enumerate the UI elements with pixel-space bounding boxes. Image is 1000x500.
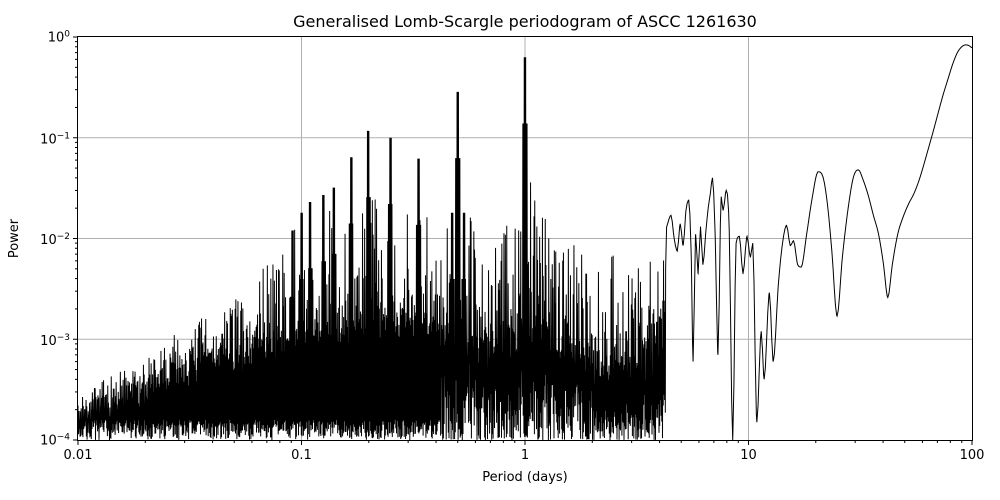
- y-axis-label: Power: [7, 218, 22, 258]
- x-tick-label: 0.01: [64, 448, 93, 463]
- x-tick-label: 100: [960, 448, 985, 463]
- x-tick-labels: 0.01 0.1 1 10 100: [64, 448, 985, 463]
- periodogram-curve: [77, 44, 973, 441]
- y-tick-labels: 100 10−1 10−2 10−3 10−4: [40, 30, 70, 449]
- y-tick-label: 10−2: [40, 232, 70, 248]
- x-tick-label: 0.1: [291, 448, 312, 463]
- axis-ticks: [73, 36, 973, 445]
- y-tick-label: 10−3: [40, 333, 70, 349]
- x-tick-label: 1: [521, 448, 529, 463]
- chart-title: Generalised Lomb-Scargle periodogram of …: [293, 12, 757, 31]
- x-tick-label: 10: [740, 448, 757, 463]
- y-tick-label: 10−4: [40, 433, 70, 449]
- y-tick-label: 100: [48, 30, 71, 46]
- x-axis-label: Period (days): [482, 470, 568, 485]
- y-tick-label: 10−1: [40, 131, 70, 147]
